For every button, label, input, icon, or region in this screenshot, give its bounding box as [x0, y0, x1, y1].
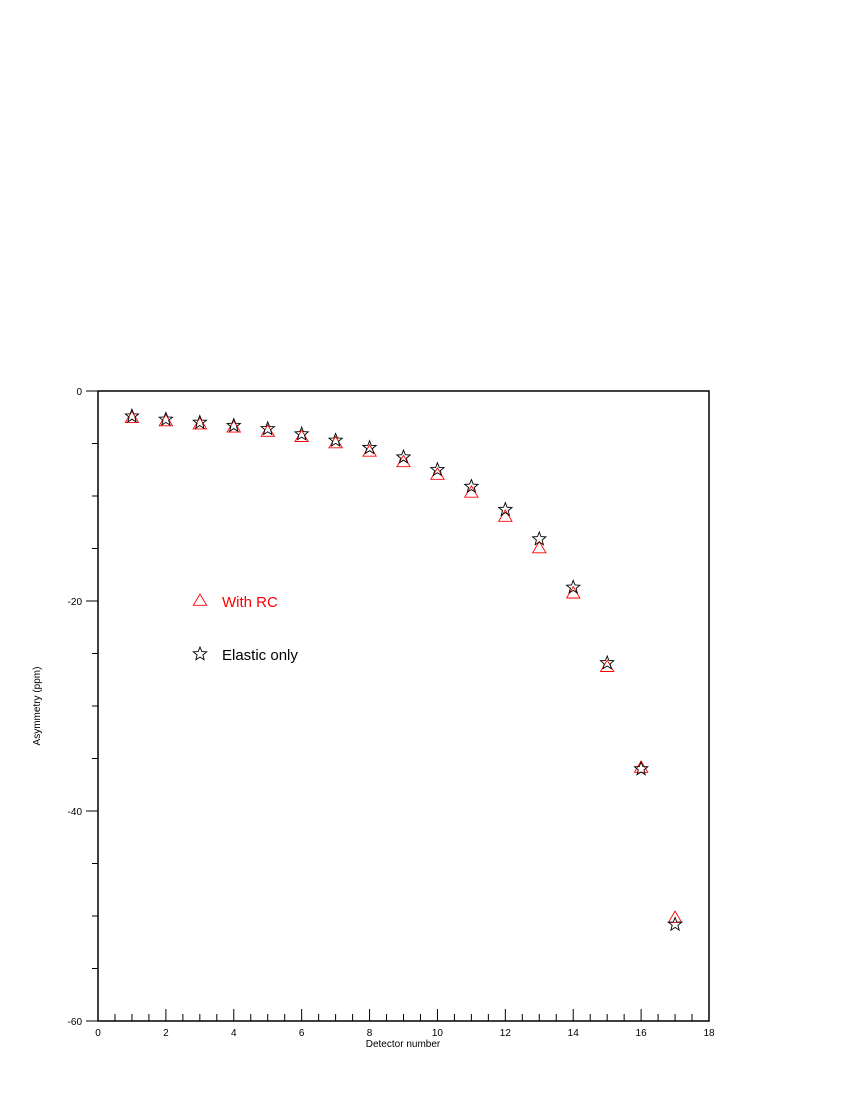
- x-tick-label: 16: [636, 1028, 648, 1039]
- x-tick-label: 10: [432, 1028, 444, 1039]
- x-tick-label: 4: [231, 1028, 237, 1039]
- y-axis-ticks: [86, 390, 98, 1022]
- x-tick-label: 12: [500, 1028, 512, 1039]
- data-marks: [124, 407, 683, 932]
- data-point-star: [463, 478, 480, 494]
- legend-star-shape: [192, 645, 208, 661]
- data-point-star: [361, 439, 378, 455]
- series-triangle-points: [124, 410, 683, 923]
- legend-star-marker: [192, 645, 208, 661]
- data-point-star: [531, 530, 548, 546]
- series-star-points: [124, 407, 683, 932]
- data-point-star: [633, 760, 650, 776]
- data-point-star: [429, 461, 446, 477]
- data-point-star: [327, 432, 344, 448]
- data-point-triangle: [667, 910, 683, 923]
- data-point-triangle: [565, 585, 581, 599]
- y-axis-title: Asymmetry (ppm): [32, 667, 43, 746]
- x-axis-tick-labels: 0 2 4 6 8 10 12 14 16 18: [95, 1028, 715, 1039]
- data-point-star: [497, 501, 514, 517]
- data-point-star: [293, 425, 310, 441]
- data-point-star: [667, 916, 683, 932]
- x-tick-label: 6: [299, 1028, 305, 1039]
- data-point-star: [395, 448, 412, 464]
- x-tick-label: 0: [95, 1028, 101, 1039]
- x-tick-label: 2: [163, 1028, 169, 1039]
- legend-label-with-rc: With RC: [222, 594, 278, 611]
- data-point-star: [259, 420, 276, 436]
- data-point-star: [124, 407, 140, 423]
- y-axis-tick-labels: 0 -20 -40 -60: [68, 387, 83, 1028]
- data-point-triangle: [463, 485, 479, 498]
- y-tick-label: 0: [76, 387, 82, 398]
- data-point-triangle: [226, 419, 242, 433]
- y-tick-label: -60: [68, 1017, 83, 1028]
- data-point-triangle: [158, 413, 174, 427]
- data-point-star: [599, 654, 615, 670]
- data-point-triangle: [192, 416, 208, 430]
- x-axis-title: Detector number: [366, 1039, 441, 1050]
- data-point-star: [158, 411, 174, 427]
- legend-triangle-shape: [192, 593, 208, 606]
- legend-triangle-marker: [192, 593, 208, 606]
- x-tick-label: 8: [367, 1028, 373, 1039]
- y-tick-label: -40: [68, 807, 83, 818]
- data-point-triangle: [531, 540, 547, 554]
- data-point-triangle: [497, 509, 513, 522]
- legend-item-elastic-only: Elastic only: [192, 645, 298, 664]
- data-point-star: [191, 414, 208, 430]
- x-tick-label: 14: [568, 1028, 580, 1039]
- plot-frame: [97, 390, 710, 1022]
- x-tick-label: 18: [703, 1028, 715, 1039]
- data-point-star: [225, 417, 242, 433]
- data-point-triangle: [124, 410, 140, 424]
- legend: With RC Elastic only: [192, 593, 298, 664]
- data-point-star: [565, 579, 582, 595]
- y-tick-label: -20: [68, 597, 83, 608]
- legend-label-elastic-only: Elastic only: [222, 647, 298, 664]
- legend-item-with-rc: With RC: [192, 593, 278, 611]
- x-axis-ticks: [97, 1009, 710, 1021]
